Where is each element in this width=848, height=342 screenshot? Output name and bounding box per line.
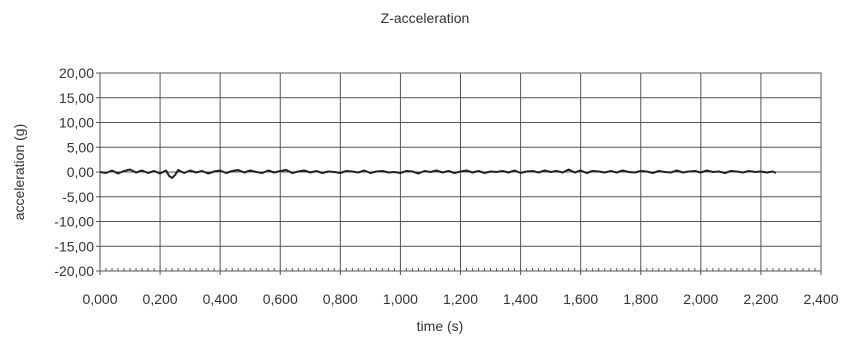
y-tick-label: -15,00 (54, 238, 94, 254)
x-axis-label: time (s) (417, 318, 464, 334)
x-tick-label: 0,800 (323, 291, 358, 307)
x-tick-label: 1,800 (623, 291, 658, 307)
y-tick-label: -5,00 (62, 189, 94, 205)
y-tick-label: 10,00 (59, 115, 94, 131)
x-tick-label: 1,200 (443, 291, 478, 307)
y-tick-label: 5,00 (67, 139, 94, 155)
x-tick-label: 2,000 (683, 291, 718, 307)
y-axis-label: acceleration (g) (11, 124, 27, 221)
y-tick-label: -20,00 (54, 263, 94, 279)
z-acceleration-series-line (99, 168, 777, 179)
x-tick-label: 1,400 (503, 291, 538, 307)
x-tick-labels: 0,000 0,200 0,400 0,600 0,800 1,000 1,200 1,400… (82, 291, 838, 307)
x-tick-label: 1,000 (383, 291, 418, 307)
x-tick-label: 0,200 (143, 291, 178, 307)
y-tick-label: -10,00 (54, 214, 94, 230)
x-tick-label: 1,600 (563, 291, 598, 307)
chart-title: Z-acceleration (381, 10, 470, 26)
x-tick-label: 0,000 (82, 291, 117, 307)
x-tick-label: 0,400 (203, 291, 238, 307)
x-tick-label: 2,200 (743, 291, 778, 307)
y-tick-label: 0,00 (67, 164, 94, 180)
y-tick-labels: 20,00 15,00 10,00 5,00 0,00 -5,00 -10,00 -15,00… (54, 65, 94, 279)
grid (96, 72, 822, 275)
x-tick-label: 0,600 (263, 291, 298, 307)
y-tick-label: 15,00 (59, 90, 94, 106)
y-tick-label: 20,00 (59, 65, 94, 81)
x-tick-label: 2,400 (803, 291, 838, 307)
